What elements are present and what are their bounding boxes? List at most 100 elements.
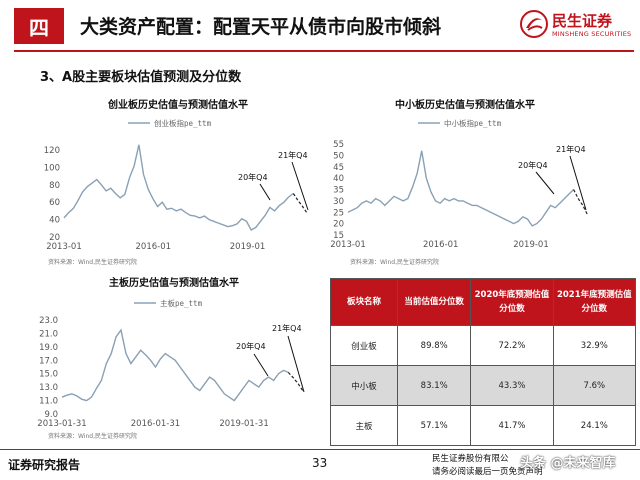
table-header-cell: 2020年底预测估值分位数 xyxy=(470,278,554,326)
chart-zhongxiao: 中小板历史估值与预测估值水平 中小板指pe_ttm 55 50 45 40 35 30 25… xyxy=(320,92,620,272)
x-tick-label: 2019-01-31 xyxy=(219,419,268,429)
legend-label: 主板pe_ttm xyxy=(160,298,203,308)
table-row: 创业板 89.8% 72.2% 32.9% xyxy=(329,325,637,366)
header-rule xyxy=(14,50,634,52)
minsheng-logo-icon xyxy=(520,10,548,38)
annotation-2020q4: 20年Q4 xyxy=(238,172,268,182)
table-cell: 创业板 xyxy=(329,325,399,366)
annotation-arrow xyxy=(287,335,305,393)
logo-text-cn: 民生证券 xyxy=(552,12,613,30)
logo-text-en: MINSHENG SECURITIES xyxy=(552,30,632,38)
annotation-2021q4: 21年Q4 xyxy=(272,323,302,333)
legend-label: 中小板指pe_ttm xyxy=(444,118,502,128)
table-cell: 24.1% xyxy=(552,405,637,446)
annotation-arrow xyxy=(259,183,271,201)
y-tick-label: 35 xyxy=(333,186,344,196)
chart-chuangye: 创业板历史估值与预测估值水平 创业板指pe_ttm 120 100 80 60 40 20… xyxy=(30,92,320,272)
legend-label: 创业板指pe_ttm xyxy=(154,118,212,128)
y-tick-label: 20 xyxy=(333,220,344,230)
table-header-cell: 当前估值分位数 xyxy=(397,278,472,326)
y-tick-label: 15.0 xyxy=(39,370,58,380)
table-row: 主板 57.1% 41.7% 24.1% xyxy=(329,405,637,446)
x-tick-label: 2013-01-31 xyxy=(37,419,86,429)
table-cell: 89.8% xyxy=(397,325,472,366)
forecast-line xyxy=(573,189,588,215)
y-tick-label: 100 xyxy=(44,163,60,173)
y-tick-label: 50 xyxy=(333,151,344,161)
page-number: 33 xyxy=(312,456,328,470)
table-cell: 57.1% xyxy=(397,405,472,446)
annotation-arrow xyxy=(535,171,555,195)
table-cell: 中小板 xyxy=(329,365,399,406)
forecast-line xyxy=(287,371,304,392)
table-cell: 43.3% xyxy=(470,365,554,406)
y-tick-label: 30 xyxy=(333,197,344,207)
brand-logo: 民生证券 MINSHENG SECURITIES xyxy=(520,8,636,42)
y-tick-label: 21.0 xyxy=(39,329,58,339)
footer-report-label: 证券研究报告 xyxy=(8,458,81,472)
annotation-arrow xyxy=(291,161,309,211)
section-subtitle: 3、A股主要板块估值预测及分位数 xyxy=(40,70,242,85)
y-tick-label: 45 xyxy=(333,163,344,173)
y-tick-label: 40 xyxy=(49,216,60,226)
table-cell: 72.2% xyxy=(470,325,554,366)
y-tick-label: 60 xyxy=(49,198,60,208)
annotation-arrow xyxy=(253,353,269,377)
valuation-percentile-table: 板块名称 当前估值分位数 2020年底预测估值分位数 2021年底预测估值分位数… xyxy=(329,278,637,446)
x-axis-ticks: 2013-01-31 2016-01-31 2019-01-31 xyxy=(37,419,268,429)
series-line xyxy=(347,150,575,227)
annotation-2021q4: 21年Q4 xyxy=(278,150,308,160)
annotation-arrow xyxy=(569,155,587,211)
x-tick-label: 2019-01 xyxy=(230,242,266,252)
chart-source: 资料来源：Wind,民生证券研究院 xyxy=(48,258,137,266)
y-tick-label: 19.0 xyxy=(39,343,58,353)
y-tick-label: 55 xyxy=(333,140,344,150)
annotation-2020q4: 20年Q4 xyxy=(518,160,548,170)
footer-rule xyxy=(0,449,640,450)
table-cell: 7.6% xyxy=(552,365,637,406)
page-title: 大类资产配置：配置天平从债市向股市倾斜 xyxy=(80,16,442,38)
table-row: 中小板 83.1% 43.3% 7.6% xyxy=(329,365,637,406)
y-axis-ticks: 23.0 21.0 19.0 17.0 15.0 13.0 11.0 9.0 xyxy=(39,316,58,420)
annotation-2021q4: 21年Q4 xyxy=(556,144,586,154)
y-tick-label: 20 xyxy=(49,233,60,243)
chart-source: 资料来源：Wind,民生证券研究院 xyxy=(350,258,439,266)
table-header-cell: 板块名称 xyxy=(329,278,399,326)
x-tick-label: 2016-01-31 xyxy=(131,419,180,429)
table-cell: 主板 xyxy=(329,405,399,446)
table-header-row: 板块名称 当前估值分位数 2020年底预测估值分位数 2021年底预测估值分位数 xyxy=(329,278,637,326)
chart-zhuban: 主板历史估值与预测估值水平 主板pe_ttm 23.0 21.0 19.0 17.0 1… xyxy=(22,274,322,444)
y-tick-label: 40 xyxy=(333,174,344,184)
footer-company: 民生证券股份有限公 xyxy=(432,454,509,464)
table-cell: 32.9% xyxy=(552,325,637,366)
x-tick-label: 2013-01 xyxy=(46,242,82,252)
y-tick-label: 13.0 xyxy=(39,383,58,393)
watermark-text: 头条 @未来智库 xyxy=(520,456,616,471)
footer-disclaimer: 请务必阅读最后一页免责声明 xyxy=(432,467,543,477)
table-header-cell: 2021年底预测估值分位数 xyxy=(552,278,637,326)
header: 四 大类资产配置：配置天平从债市向股市倾斜 民生证券 MINSHENG SECU… xyxy=(0,0,640,50)
y-tick-label: 17.0 xyxy=(39,356,58,366)
chart-chuangye-svg: 创业板历史估值与预测估值水平 创业板指pe_ttm 120 100 80 60 40 20… xyxy=(44,98,309,266)
x-tick-label: 2016-01 xyxy=(136,242,172,252)
y-tick-label: 15 xyxy=(333,231,344,241)
x-tick-label: 2013-01 xyxy=(330,240,366,250)
forecast-line xyxy=(292,193,308,214)
y-tick-label: 25 xyxy=(333,208,344,218)
section-number-badge: 四 xyxy=(14,8,64,44)
y-tick-label: 11.0 xyxy=(39,397,58,407)
x-axis-ticks: 2013-01 2016-01 2019-01 xyxy=(46,242,265,252)
y-tick-label: 120 xyxy=(44,146,60,156)
y-axis-ticks: 120 100 80 60 40 20 xyxy=(44,146,60,243)
x-axis-ticks: 2013-01 2016-01 2019-01 xyxy=(330,240,549,250)
table-cell: 41.7% xyxy=(470,405,554,446)
chart-zhuban-svg: 主板历史估值与预测估值水平 主板pe_ttm 23.0 21.0 19.0 17.0 1… xyxy=(37,276,305,440)
y-tick-label: 80 xyxy=(49,181,60,191)
series-line xyxy=(61,328,289,402)
annotation-2020q4: 20年Q4 xyxy=(236,341,266,351)
chart-title: 创业板历史估值与预测估值水平 xyxy=(107,98,248,111)
table-cell: 83.1% xyxy=(397,365,472,406)
y-tick-label: 9.0 xyxy=(44,410,58,420)
